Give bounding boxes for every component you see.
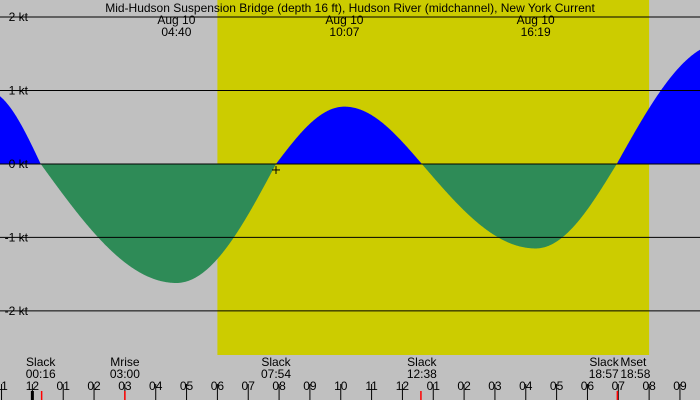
y-tick-label: -1 kt bbox=[5, 230, 29, 244]
y-tick-label: -2 kt bbox=[5, 304, 29, 318]
top-event-date: Aug 10 bbox=[325, 13, 363, 27]
bottom-event-label: Slack bbox=[261, 355, 291, 369]
bottom-event-time: 18:57 bbox=[589, 367, 619, 381]
hour-tick-label: 04 bbox=[519, 379, 533, 393]
bottom-event-time: 00:16 bbox=[26, 367, 56, 381]
y-tick-label: 0 kt bbox=[9, 157, 29, 171]
hour-tick-label: 11 bbox=[365, 379, 378, 393]
bottom-event-labels: Slack00:16Mrise03:00Slack07:54Slack12:38… bbox=[26, 355, 651, 381]
ebb-current-area bbox=[40, 163, 277, 283]
midnight-tick bbox=[30, 391, 34, 400]
hour-tick-label: 09 bbox=[303, 379, 317, 393]
hour-tick-label: 05 bbox=[180, 379, 194, 393]
hour-tick-label: 08 bbox=[272, 379, 286, 393]
hour-tick-label: 01 bbox=[427, 379, 441, 393]
hour-tick-label: 01 bbox=[57, 379, 71, 393]
hour-tick-label: 03 bbox=[488, 379, 502, 393]
hour-tick-label: 06 bbox=[211, 379, 225, 393]
bottom-event-label: Mrise bbox=[110, 355, 140, 369]
top-event-time: 10:07 bbox=[329, 25, 359, 39]
top-event-date: Aug 10 bbox=[157, 13, 195, 27]
bottom-event-label: Slack bbox=[589, 355, 619, 369]
hour-tick-label: 05 bbox=[550, 379, 564, 393]
current-time-marker bbox=[271, 165, 280, 174]
y-tick-label: 2 kt bbox=[9, 10, 29, 24]
top-event-date: Aug 10 bbox=[517, 13, 555, 27]
flood-current-area bbox=[617, 49, 700, 164]
hour-tick-label: 07 bbox=[612, 379, 626, 393]
grid-lines bbox=[0, 16, 700, 312]
hour-tick-label: 04 bbox=[149, 379, 163, 393]
hour-tick-label: 02 bbox=[457, 379, 471, 393]
y-tick-label: 1 kt bbox=[9, 83, 29, 97]
top-event-time: 16:19 bbox=[521, 25, 551, 39]
bottom-event-time: 18:58 bbox=[620, 367, 650, 381]
bottom-event-label: Slack bbox=[26, 355, 56, 369]
hour-tick-label: 06 bbox=[581, 379, 595, 393]
bottom-event-label: Mset bbox=[620, 355, 647, 369]
chart-title: Mid-Hudson Suspension Bridge (depth 16 f… bbox=[105, 1, 595, 15]
flood-current-area bbox=[276, 106, 423, 165]
hour-tick-label: 02 bbox=[87, 379, 101, 393]
hour-tick-label: 09 bbox=[673, 379, 687, 393]
bottom-event-label: Slack bbox=[407, 355, 437, 369]
hour-tick-label: 08 bbox=[642, 379, 656, 393]
hour-tick-label: 12 bbox=[396, 379, 410, 393]
y-axis-labels: 2 kt 1 kt 0 kt -1 kt -2 kt bbox=[5, 10, 29, 318]
hour-axis: 11 12 01 02 03 04 05 06 07 08 09 10 11 12 01 02 03 04 05 06… bbox=[0, 379, 687, 400]
bottom-event-time: 07:54 bbox=[261, 367, 291, 381]
ebb-current-area bbox=[422, 162, 618, 249]
top-event-time: 04:40 bbox=[161, 25, 191, 39]
hour-tick-label: 10 bbox=[334, 379, 348, 393]
hour-tick-label: 03 bbox=[118, 379, 132, 393]
hour-tick-label: 12 bbox=[26, 379, 40, 393]
current-areas bbox=[0, 49, 700, 283]
hour-tick-label: 07 bbox=[242, 379, 256, 393]
flood-current-area bbox=[0, 96, 41, 164]
hour-tick-label: 11 bbox=[0, 379, 8, 393]
bottom-event-time: 03:00 bbox=[110, 367, 140, 381]
bottom-event-time: 12:38 bbox=[407, 367, 437, 381]
